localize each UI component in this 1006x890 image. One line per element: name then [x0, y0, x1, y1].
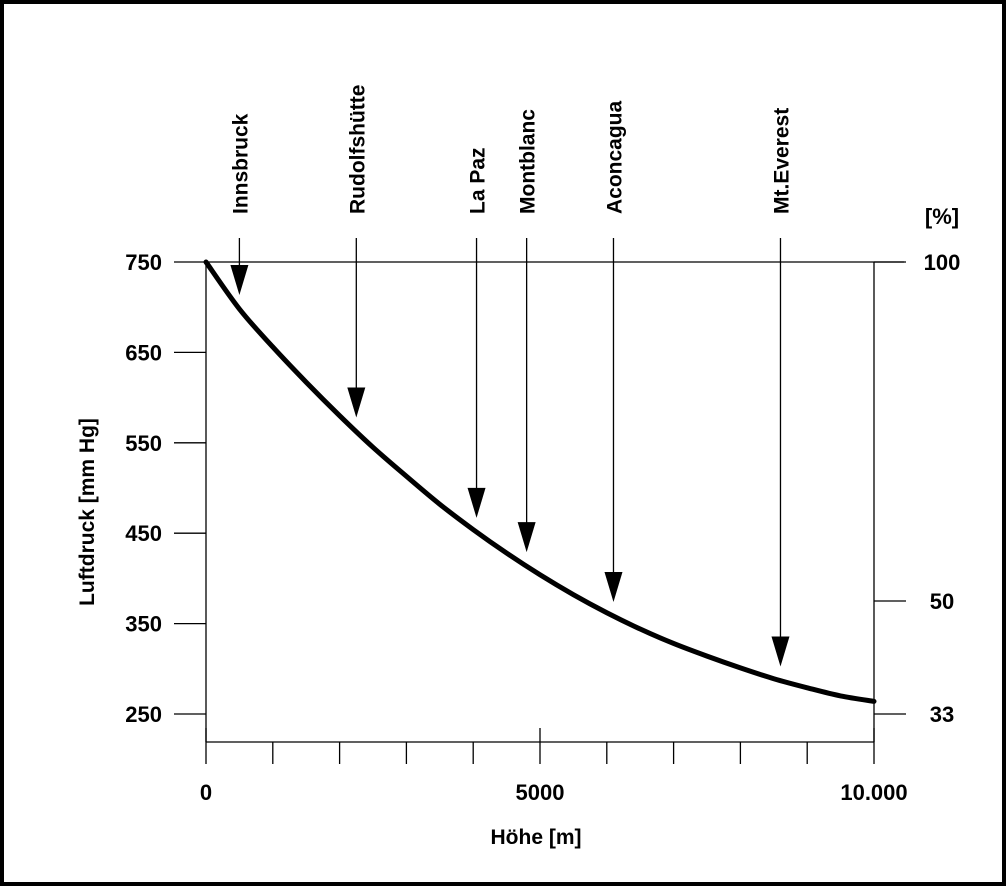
annotation-arrowhead — [771, 636, 790, 667]
annotation-label: Montblanc — [517, 109, 540, 214]
annotation-label: Innsbruck — [229, 113, 252, 214]
annotation-label: Mt.Everest — [770, 108, 793, 214]
annotation-arrowhead — [604, 572, 623, 603]
labels-group: Höhe [m] Luftdruck [mm Hg] [%] — [76, 204, 959, 849]
pressure-curve — [203, 259, 877, 704]
y-tick-label: 350 — [125, 612, 162, 637]
y-tick-label: 250 — [125, 702, 162, 727]
y-tick-label: 550 — [125, 431, 162, 456]
x-axis-label: Höhe [m] — [491, 826, 582, 849]
y-tick-label: 650 — [125, 340, 162, 365]
chart-svg: 750 650 550 450 350 250 100 50 33 0 5000 10.000 Inn… — [76, 85, 960, 849]
x-tick-label: 0 — [200, 780, 212, 805]
annotations-group: Innsbruck Rudolfshütte La Paz Montblanc Acon… — [229, 85, 793, 667]
y2-tick-label: 33 — [930, 702, 954, 727]
y-axis-label: Luftdruck [mm Hg] — [76, 418, 99, 606]
ticks-group: 750 650 550 450 350 250 100 50 33 0 5000 10.000 — [125, 250, 960, 805]
axes-group — [205, 261, 904, 743]
y-tick-label: 750 — [125, 250, 162, 275]
y-tick-label: 450 — [125, 521, 162, 546]
x-tick-label: 5000 — [516, 780, 565, 805]
annotation-arrowhead — [230, 265, 249, 296]
y2-tick-label: 50 — [930, 589, 954, 614]
annotation-arrowhead — [347, 387, 366, 418]
annotation-arrowhead — [467, 487, 486, 518]
y2-axis-label: [%] — [925, 204, 959, 229]
y2-tick-label: 100 — [924, 250, 961, 275]
annotation-arrowhead — [517, 522, 536, 553]
series-group — [203, 259, 877, 704]
x-tick-label: 10.000 — [840, 780, 907, 805]
annotation-label: Aconcagua — [603, 100, 626, 214]
annotation-label: La Paz — [467, 147, 490, 214]
annotation-label: Rudolfshütte — [346, 85, 369, 214]
